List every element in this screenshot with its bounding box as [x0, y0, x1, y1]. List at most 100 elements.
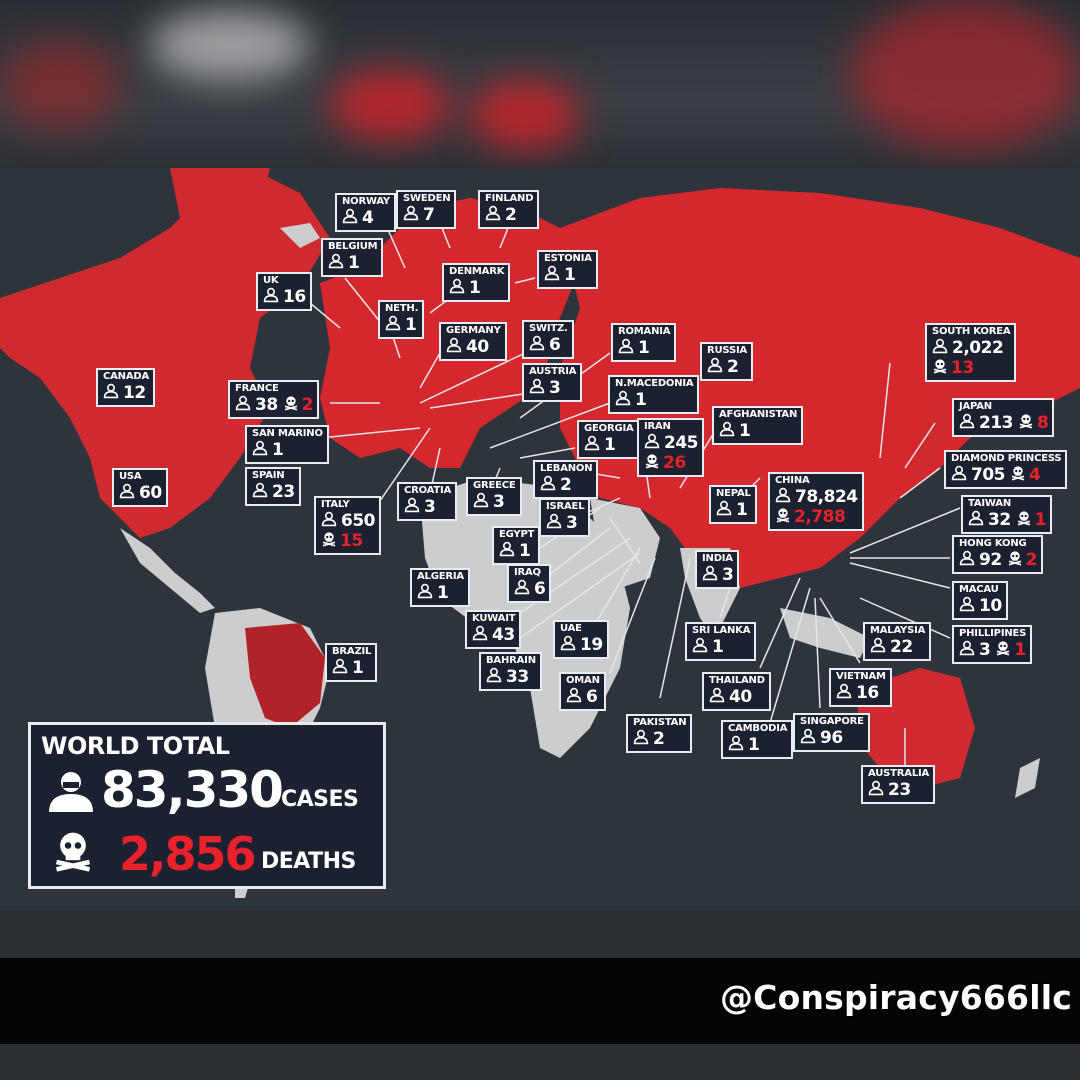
case-count: 1	[564, 264, 576, 285]
blurred-background-top	[0, 0, 1080, 168]
person-icon	[709, 687, 725, 707]
case-count: 1	[748, 734, 760, 755]
person-icon	[342, 208, 358, 228]
skull-crossbones-icon	[283, 395, 299, 415]
country-label-sri-lanka: SRI LANKA 1	[685, 622, 757, 661]
person-icon	[446, 337, 462, 357]
country-name: UK	[263, 275, 279, 286]
case-count: 1	[635, 389, 647, 410]
country-name: RUSSIA	[707, 345, 748, 356]
country-label-iraq: IRAQ 6	[507, 564, 552, 603]
country-label-usa: USA 60	[112, 468, 168, 507]
person-icon	[618, 338, 634, 358]
case-count: 1	[519, 540, 531, 561]
country-label-austria: AUSTRIA 3	[522, 363, 583, 402]
person-icon	[529, 378, 545, 398]
country-name: MACAU	[959, 584, 999, 595]
person-icon	[473, 492, 489, 512]
brazil-landmass	[245, 623, 325, 728]
country-name: NEPAL	[716, 488, 751, 499]
person-icon	[560, 635, 576, 655]
person-icon	[404, 497, 420, 517]
case-count: 60	[139, 482, 162, 503]
country-name: GREECE	[473, 480, 516, 491]
person-icon	[959, 413, 975, 433]
country-label-uae: UAE 19	[553, 620, 609, 659]
country-name: THAILAND	[709, 675, 765, 686]
country-name: N.MACEDONIA	[615, 378, 694, 389]
case-count: 6	[586, 686, 598, 707]
death-count: 2,788	[794, 506, 846, 527]
greenland-landmass	[170, 168, 270, 248]
person-icon	[119, 483, 135, 503]
case-count: 23	[888, 779, 911, 800]
case-count: 1	[469, 277, 481, 298]
country-label-denmark: DENMARK 1	[442, 263, 511, 302]
world-total-deaths-label: DEATHS	[261, 849, 356, 874]
country-label-uk: UK 16	[256, 272, 312, 311]
person-icon	[328, 253, 344, 273]
case-count: 12	[123, 382, 146, 403]
person-icon	[566, 687, 582, 707]
country-label-thailand: THAILAND 40	[702, 672, 771, 711]
case-count: 2	[727, 356, 739, 377]
country-label-kuwait: KUWAIT 43	[465, 610, 522, 649]
country-name: ISRAEL	[546, 501, 585, 512]
person-icon	[633, 729, 649, 749]
case-count: 213	[979, 412, 1014, 433]
country-label-norway: NORWAY 4	[335, 193, 396, 232]
country-name: DENMARK	[449, 266, 505, 277]
person-icon	[951, 465, 967, 485]
person-icon	[417, 583, 433, 603]
case-count: 7	[423, 204, 435, 225]
country-name: USA	[119, 471, 142, 482]
country-name: BELGIUM	[328, 241, 378, 252]
skull-crossbones-icon	[1018, 413, 1034, 433]
person-icon	[263, 287, 279, 307]
country-name: GEORGIA	[584, 423, 634, 434]
country-label-greece: GREECE 3	[466, 477, 522, 516]
world-total-cases: 83,330	[101, 761, 284, 819]
case-count: 92	[979, 549, 1002, 570]
person-icon	[514, 579, 530, 599]
country-name: FRANCE	[235, 383, 279, 394]
case-count: 1	[352, 657, 364, 678]
person-icon	[485, 205, 501, 225]
country-name: LEBANON	[540, 463, 593, 474]
country-label-brazil: BRAZIL 1	[325, 643, 378, 682]
country-name: ITALY	[321, 499, 350, 510]
skull-crossbones-icon	[321, 531, 337, 551]
country-name: KUWAIT	[472, 613, 516, 624]
death-count: 1	[1014, 639, 1026, 660]
country-label-south-korea: SOUTH KOREA 2,022 13	[925, 323, 1017, 382]
country-name: SOUTH KOREA	[932, 326, 1011, 337]
case-count: 1	[712, 636, 724, 657]
person-icon	[775, 487, 791, 507]
case-count: 1	[604, 434, 616, 455]
arabia-landmass	[590, 498, 660, 588]
country-label-hong-kong: HONG KONG 92 2	[952, 535, 1044, 574]
person-icon	[544, 265, 560, 285]
country-label-estonia: ESTONIA 1	[537, 250, 598, 289]
country-name: HONG KONG	[959, 538, 1027, 549]
person-icon	[449, 278, 465, 298]
case-count: 16	[283, 286, 306, 307]
skull-crossbones-icon	[1010, 465, 1026, 485]
person-icon	[644, 433, 660, 453]
watermark-handle: @Conspiracy666llc	[719, 978, 1072, 1017]
person-icon	[546, 513, 562, 533]
country-label-afghanistan: AFGHANISTAN 1	[712, 406, 804, 445]
death-count: 13	[951, 357, 974, 378]
country-name: PAKISTAN	[633, 717, 687, 728]
death-count: 4	[1029, 464, 1041, 485]
skull-crossbones-icon	[1007, 550, 1023, 570]
country-name: SWITZ.	[529, 323, 568, 334]
country-label-switz: SWITZ. 6	[522, 320, 574, 359]
country-label-finland: FINLAND 2	[478, 190, 540, 229]
case-count: 3	[979, 639, 991, 660]
country-label-germany: GERMANY 40	[439, 322, 507, 361]
asia-landmass	[560, 188, 1080, 588]
world-total-title: WORLD TOTAL	[41, 732, 230, 760]
country-label-canada: CANADA 12	[96, 368, 156, 407]
